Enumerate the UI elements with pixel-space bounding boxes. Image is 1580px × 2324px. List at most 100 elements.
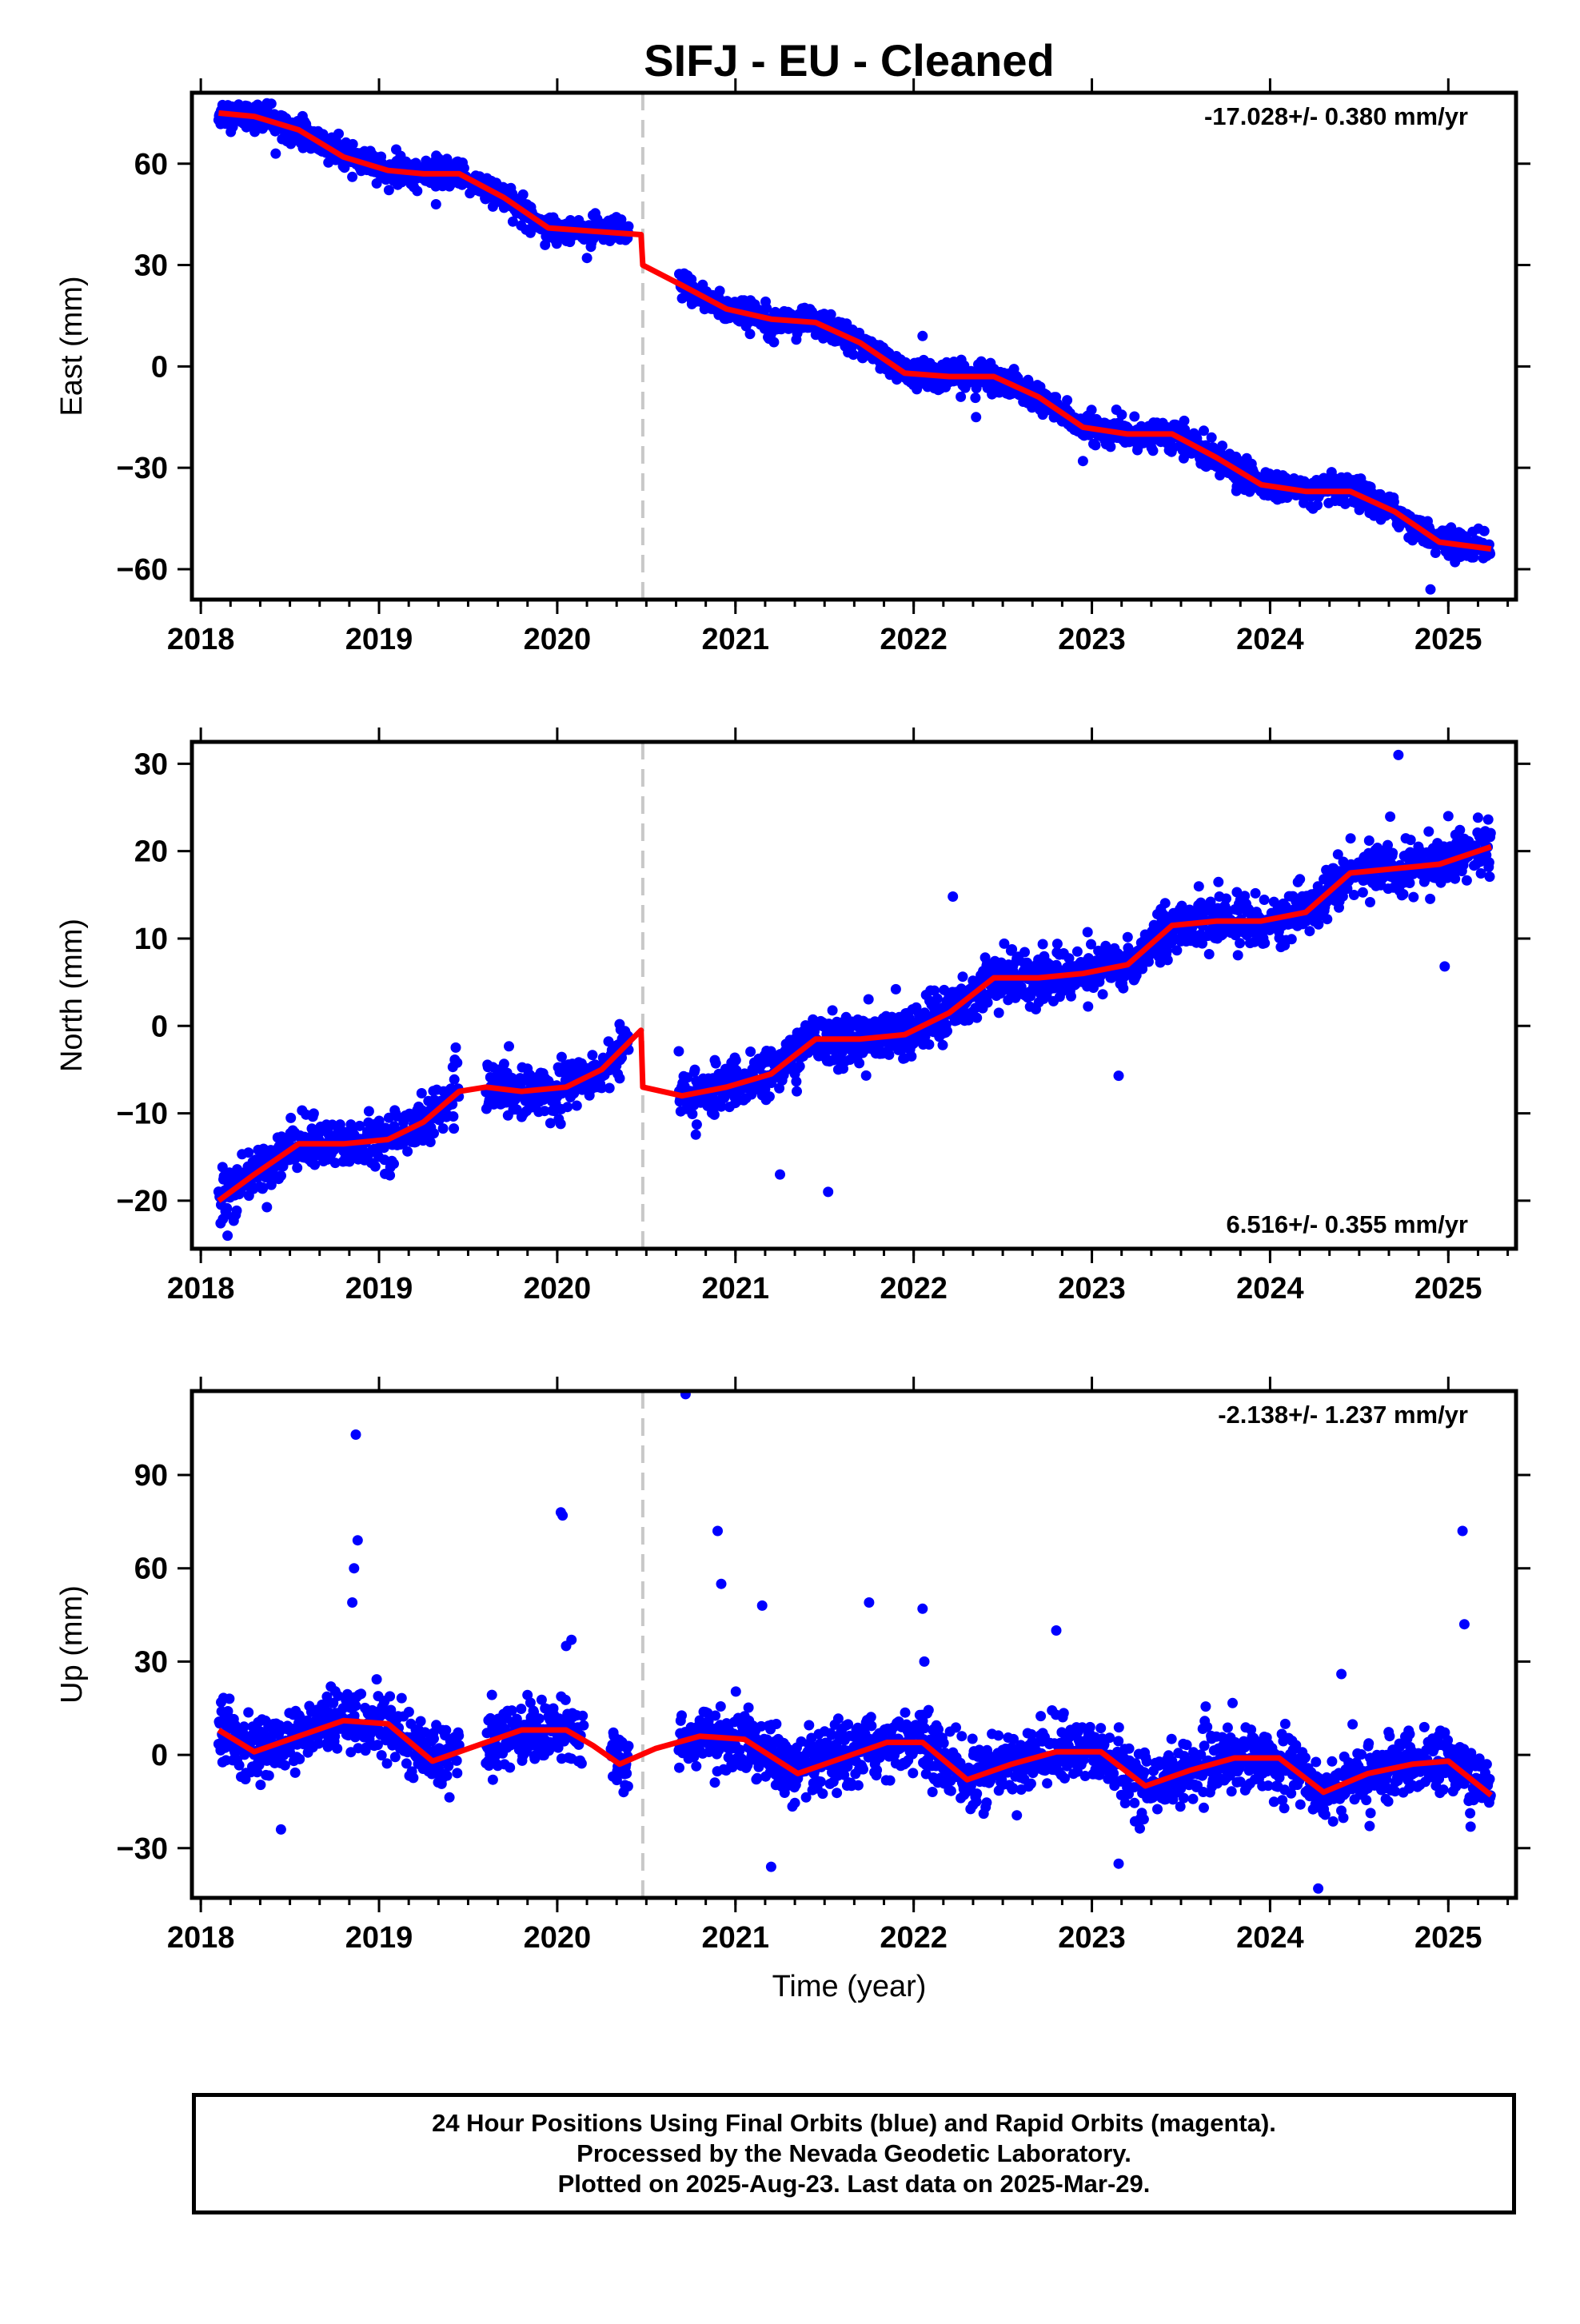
data-point: [264, 1771, 274, 1781]
x-tick-label: 2019: [345, 623, 413, 656]
data-point: [402, 1146, 413, 1157]
data-point: [1304, 926, 1315, 936]
outlier-point: [614, 1019, 624, 1030]
x-tick-label: 2021: [702, 1272, 770, 1306]
x-tick-label: 2018: [167, 623, 235, 656]
data-point: [452, 1058, 462, 1068]
y-tick-label: 20: [134, 835, 168, 869]
data-point: [1405, 878, 1415, 888]
data-point: [994, 1007, 1004, 1018]
data-point: [1038, 939, 1048, 950]
data-point: [745, 1046, 756, 1057]
x-tick-label: 2019: [345, 1272, 413, 1306]
data-point: [1346, 833, 1356, 843]
data-point: [932, 994, 943, 1004]
data-point: [1408, 892, 1418, 903]
data-point: [956, 392, 966, 402]
data-point: [1486, 828, 1496, 839]
data-point: [1235, 938, 1245, 948]
data-point: [1423, 827, 1434, 837]
data-point: [1349, 890, 1359, 900]
data-point: [715, 285, 725, 296]
data-point: [1483, 815, 1494, 825]
data-point: [1204, 949, 1215, 959]
data-point: [1098, 989, 1108, 999]
data-point: [572, 1101, 582, 1111]
x-tick-label: 2022: [880, 1272, 948, 1306]
data-point: [692, 1119, 702, 1130]
data-point: [1485, 871, 1495, 882]
x-tick-label: 2024: [1236, 623, 1304, 656]
data-point: [1259, 938, 1270, 948]
data-point: [1066, 991, 1076, 1002]
data-point: [687, 1109, 697, 1119]
outlier-point: [1078, 456, 1088, 466]
outlier-point: [823, 1186, 833, 1197]
data-point: [333, 129, 344, 139]
data-point: [1083, 1002, 1093, 1012]
data-point: [1233, 950, 1243, 960]
data-point: [745, 329, 756, 339]
data-point: [504, 1041, 514, 1051]
data-point: [499, 1058, 509, 1069]
outlier-point: [1393, 750, 1403, 760]
data-point: [615, 1073, 625, 1083]
y-tick-label: 30: [134, 747, 168, 781]
data-point: [449, 1074, 460, 1085]
y-axis-label: North (mm): [55, 919, 89, 1072]
y-tick-label: −10: [117, 1098, 168, 1131]
data-point: [332, 1744, 342, 1754]
data-point: [1194, 881, 1204, 891]
x-tick-label: 2025: [1414, 623, 1482, 656]
data-point: [384, 185, 394, 195]
data-point: [1129, 412, 1139, 422]
data-point: [1365, 897, 1375, 907]
data-point: [1454, 825, 1465, 835]
data-point: [791, 1076, 801, 1086]
data-point: [1148, 445, 1159, 456]
data-point: [587, 1050, 597, 1060]
data-point: [731, 1055, 741, 1066]
data-point: [795, 1061, 805, 1071]
outlier-point: [1439, 961, 1450, 971]
data-point: [1484, 857, 1494, 867]
data-point: [280, 1760, 290, 1771]
data-point: [764, 1091, 775, 1102]
data-point: [1118, 983, 1128, 994]
data-point: [1217, 440, 1227, 451]
data-point: [864, 995, 874, 1005]
data-point: [1313, 919, 1323, 930]
data-point: [429, 1733, 439, 1744]
data-point: [1287, 934, 1297, 944]
data-point: [1052, 939, 1063, 949]
y-tick-label: 0: [151, 350, 168, 384]
data-point: [285, 1113, 296, 1123]
data-point: [562, 1102, 573, 1112]
data-point: [397, 1693, 407, 1704]
y-tick-label: 0: [151, 1010, 168, 1043]
data-point: [556, 1118, 566, 1129]
rate-label: 6.516+/- 0.355 mm/yr: [1227, 1210, 1468, 1238]
outlier-point: [431, 199, 441, 209]
data-point: [1087, 405, 1097, 415]
y-axis-label: East (mm): [55, 276, 89, 416]
data-point: [243, 1708, 253, 1718]
y-tick-label: −30: [117, 452, 168, 485]
data-point: [1091, 440, 1101, 450]
data-point: [604, 1083, 615, 1094]
data-point: [232, 1206, 242, 1216]
outlier-point: [1426, 584, 1436, 595]
data-point: [389, 1158, 399, 1169]
data-point: [266, 98, 277, 109]
data-point: [1251, 888, 1261, 899]
data-point: [1160, 898, 1171, 908]
data-point: [1116, 409, 1127, 420]
data-point: [1221, 894, 1231, 904]
data-point: [385, 1691, 395, 1701]
data-point: [292, 1162, 302, 1173]
data-point: [624, 221, 634, 232]
data-point: [221, 1203, 232, 1214]
